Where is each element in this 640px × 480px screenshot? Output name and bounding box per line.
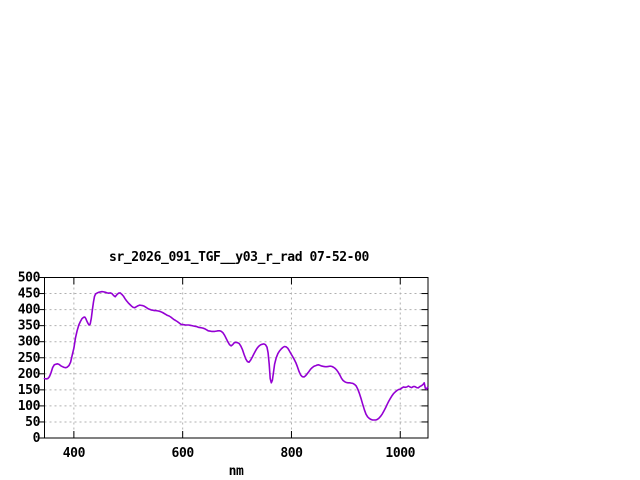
y-tick-label: 350 bbox=[18, 319, 41, 334]
y-tick-label: 250 bbox=[18, 351, 41, 366]
gridlines bbox=[44, 277, 428, 438]
y-tick-label: 50 bbox=[25, 415, 40, 430]
y-tick-label: 500 bbox=[18, 271, 41, 286]
x-tick-label: 1000 bbox=[385, 446, 415, 461]
data-line bbox=[43, 290, 429, 421]
y-tick-label: 100 bbox=[18, 399, 41, 414]
y-tick-label: 0 bbox=[33, 431, 41, 446]
x-axis-label: nm bbox=[228, 464, 244, 479]
axis-ticks bbox=[38, 277, 428, 439]
y-tick-label: 400 bbox=[18, 303, 41, 318]
y-tick-label: 200 bbox=[18, 367, 41, 382]
plot-border bbox=[44, 277, 429, 439]
x-tick-label: 800 bbox=[280, 446, 303, 461]
chart-title: sr_2026_091_TGF__y03_r_rad 07-52-00 bbox=[109, 250, 369, 265]
x-tick-label: 600 bbox=[172, 446, 195, 461]
y-tick-label: 450 bbox=[18, 287, 41, 302]
y-tick-label: 150 bbox=[18, 383, 41, 398]
x-tick-label: 400 bbox=[63, 446, 86, 461]
tick-labels: 400 600 800 1000050100150200250300350400450… bbox=[18, 271, 416, 462]
y-tick-label: 300 bbox=[18, 335, 41, 350]
